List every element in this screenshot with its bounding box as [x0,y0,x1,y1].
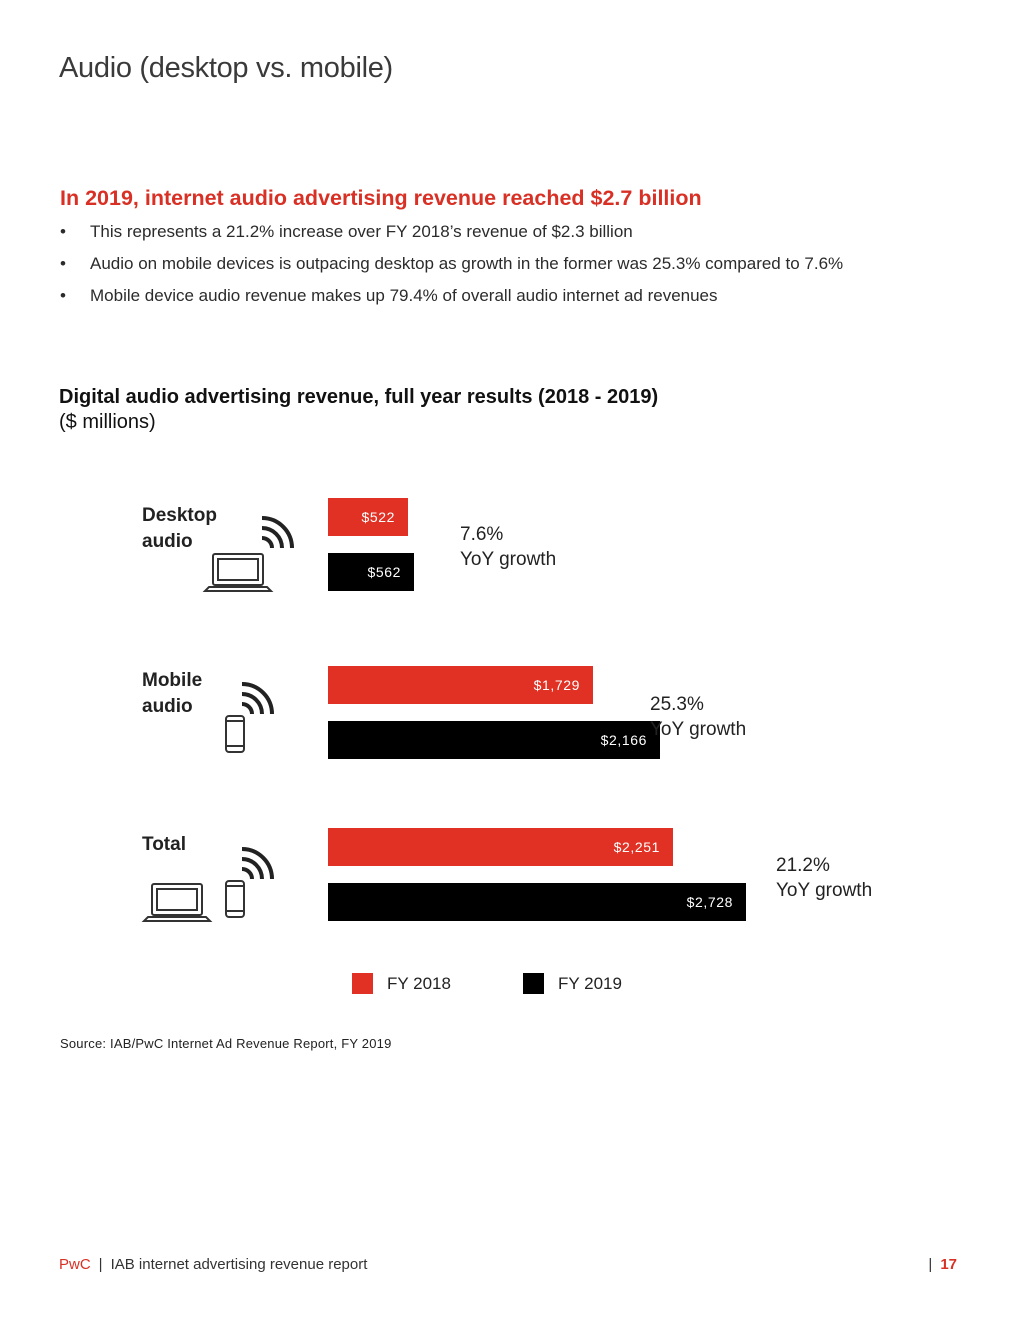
growth-label: YoY growth [650,719,746,740]
bar [328,883,746,921]
growth-value: 7.6% [460,524,503,545]
signal-arc [241,847,274,880]
bar-value-label: $562 [367,564,401,580]
signal-icon [241,847,274,880]
phone-icon [225,715,245,753]
bar [328,828,673,866]
bar-value-label: $2,251 [614,839,660,855]
legend-swatch-fy2019 [523,973,544,994]
growth-value: 25.3% [650,694,704,715]
page-number-value: 17 [940,1256,957,1273]
laptop-base [202,586,274,592]
page-title: Audio (desktop vs. mobile) [59,52,393,84]
page-number-separator: | [928,1256,933,1273]
chart-subtitle: ($ millions) [59,411,156,433]
bullet-list: This represents a 21.2% increase over FY… [60,220,843,316]
laptop-display [156,888,198,911]
category-label: Mobile [142,670,202,691]
laptop-screen [151,883,203,916]
category-label: audio [142,531,193,552]
signal-icon [261,516,294,549]
legend-label-fy2018: FY 2018 [387,973,451,993]
page-number: | 17 [928,1256,957,1273]
phone-body [225,880,245,918]
laptop-screen [212,553,264,586]
signal-arc [261,536,274,549]
signal-arc [241,702,254,715]
bar-value-label: $2,166 [601,732,647,748]
legend-item-fy2018: FY 2018 [352,973,451,994]
footer-separator: | [98,1256,103,1273]
footer: PwC | IAB internet advertising revenue rep… [59,1256,367,1273]
category-label: audio [142,696,193,717]
growth-label: YoY growth [776,880,872,901]
bullet-item: This represents a 21.2% increase over FY… [60,220,843,252]
footer-report-name: IAB internet advertising revenue report [110,1256,368,1273]
bar [328,721,660,759]
footer-brand: PwC [59,1256,91,1273]
legend-label-fy2019: FY 2019 [558,973,622,993]
bar [328,666,593,704]
bar-value-label: $1,729 [534,677,580,693]
signal-arc [241,867,254,880]
legend-swatch-fy2018 [352,973,373,994]
growth-value: 21.2% [776,855,830,876]
signal-arc [241,857,264,880]
bar-value-label: $2,728 [687,894,733,910]
bullet-item: Mobile device audio revenue makes up 79.… [60,284,843,316]
bullet-item: Audio on mobile devices is outpacing des… [60,252,843,284]
growth-label: YoY growth [460,549,556,570]
signal-arc [261,526,284,549]
source-note: Source: IAB/PwC Internet Ad Revenue Repo… [60,1036,392,1051]
laptop-icon [202,553,274,592]
signal-arc [241,682,274,715]
phone-icon [225,880,245,918]
chart-title: Digital audio advertising revenue, full … [59,386,659,408]
headline: In 2019, internet audio advertising reve… [60,186,702,210]
bar [328,498,408,536]
signal-arc [241,692,264,715]
signal-arc [261,516,294,549]
bar [328,553,414,591]
phone-body [225,715,245,753]
laptop-icon [141,883,213,922]
laptop-base [141,916,213,922]
laptop-display [217,558,259,581]
bar-value-label: $522 [361,509,395,525]
legend-item-fy2019: FY 2019 [523,973,622,994]
category-label: Total [142,834,186,855]
category-label: Desktop [142,505,217,526]
signal-icon [241,682,274,715]
